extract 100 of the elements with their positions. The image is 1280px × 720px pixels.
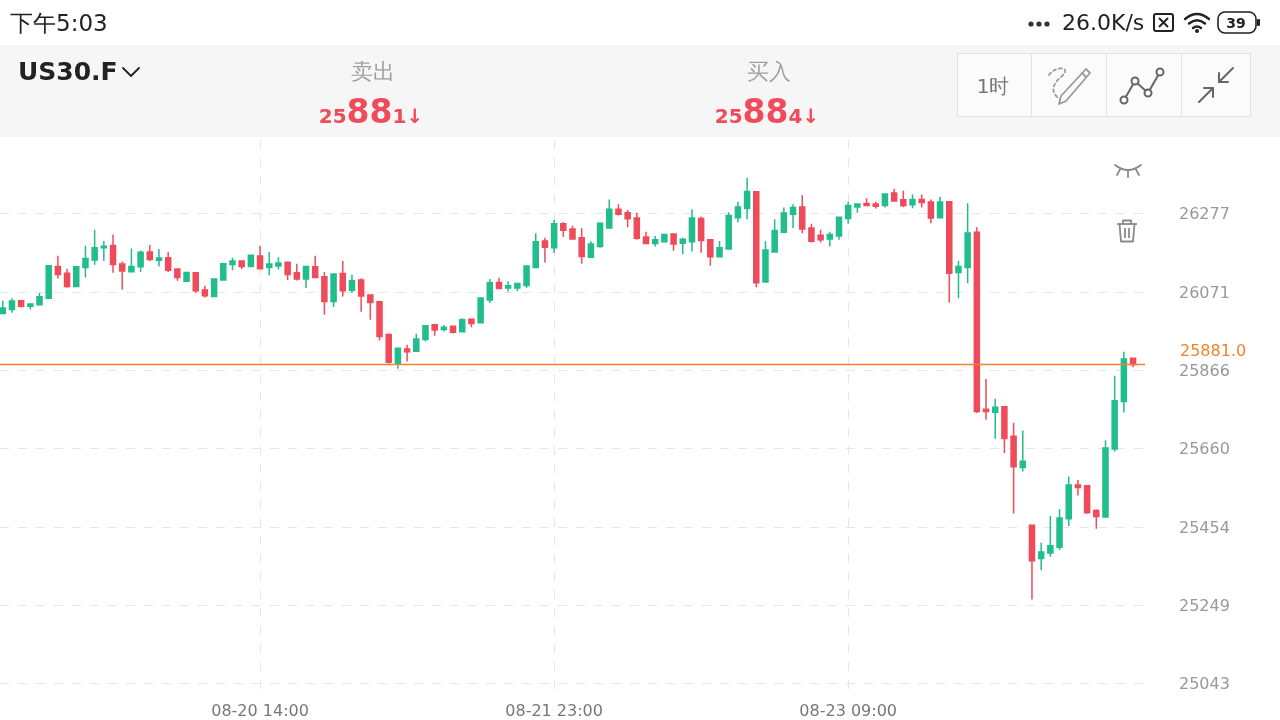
candlestick [863,197,870,207]
candlestick [817,229,824,244]
candlestick [1037,542,1045,571]
candlestick [146,244,154,262]
candlestick [1074,479,1082,497]
candlestick [238,260,245,270]
candlestick [835,216,843,241]
candlestick [1028,524,1036,601]
x-tick-label: 08-20 14:00 [211,701,309,720]
text: 39 [1226,14,1246,32]
candlestick [0,299,7,315]
candlestick [964,202,971,284]
candlestick [458,317,466,333]
candlestick [753,191,760,289]
candlestick [881,193,889,209]
y-tick-label: 26071 [1179,282,1230,302]
chart-title: US30.F [18,56,118,87]
candlestick [679,237,687,255]
candlestick [192,272,199,294]
candlestick [854,203,861,214]
candlestick [725,211,732,250]
text: 下午5:03 [10,9,108,37]
candlestick [1111,374,1118,453]
candlestick [100,240,108,262]
candlestick [330,273,337,308]
x-tick-label: 08-21 23:00 [505,701,603,720]
candlestick [302,265,310,289]
ref-line-label: 25881.0 [1180,341,1247,360]
candlestick [174,268,181,282]
candlestick [844,200,852,225]
text: 买入 [747,59,791,85]
candlestick [449,325,457,335]
candlestick [578,227,585,265]
text: 25881↓ [318,91,424,131]
candlestick [339,260,347,298]
candlestick [201,285,209,299]
candlestick [376,299,383,342]
candlestick [688,208,696,253]
candlestick [707,238,714,267]
candlestick [541,237,549,264]
candlestick [532,232,539,269]
candlestick [771,218,778,253]
candlestick [422,325,429,343]
candlestick [8,297,16,314]
candlestick [973,226,981,414]
candlestick [661,233,668,243]
candlestick [91,229,98,266]
text: 25884↓ [714,91,820,131]
candlestick [1056,508,1063,551]
candlestick [1093,508,1100,530]
candlestick [596,221,604,249]
candlestick [808,223,815,244]
candlestick [284,261,291,281]
candlestick [321,271,328,316]
text: 卖出 [351,59,395,85]
candlestick [468,317,475,329]
candlestick [45,264,52,300]
candlestick [137,249,144,273]
candlestick [164,251,172,273]
candlestick [275,256,282,271]
candlestick [946,200,953,304]
candlestick [128,247,135,273]
candlestick [54,254,62,280]
y-tick-label: 25043 [1179,674,1230,694]
candlestick [63,267,71,289]
candlestick [486,278,494,304]
candlestick [265,251,273,276]
candlestick [504,280,512,293]
candlestick [670,233,677,252]
candlestick [900,189,907,208]
candlestick [477,296,484,324]
candlestick [734,200,742,223]
candlestick [183,271,190,282]
candlestick [798,194,806,235]
candlestick [936,195,944,219]
candlestick [82,245,89,279]
candlestick [256,245,264,270]
candlestick [743,176,751,220]
candlestick [27,303,34,311]
x-tick-label: 08-23 09:00 [799,701,898,720]
candlestick [1083,484,1091,515]
candlestick [394,347,402,370]
candlestick [367,293,374,321]
candlestick [1047,515,1054,558]
candlestick [357,277,365,313]
candlestick [495,277,503,290]
candlestick [36,292,43,306]
candlestick [293,262,301,282]
candlestick [982,378,990,421]
candlestick [826,231,834,248]
candlestick [918,193,925,209]
y-tick-label: 25249 [1179,595,1230,615]
candlestick [385,332,392,365]
candlestick [642,231,650,245]
candlestick [514,282,521,292]
candlestick [413,333,420,353]
candlestick [606,198,613,229]
candlestick [587,240,595,258]
candlestick [624,209,631,228]
candlestick [348,274,356,294]
